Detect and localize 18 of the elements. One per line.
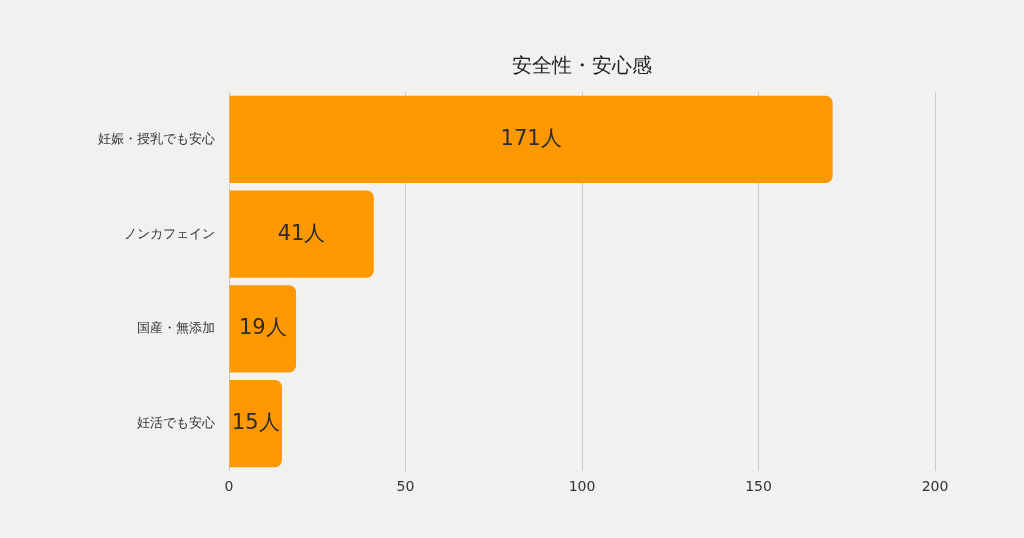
- data-label: 19人: [238, 315, 287, 340]
- bar: [229, 190, 374, 278]
- bar: [229, 95, 833, 183]
- x-tick-label: 200: [921, 478, 949, 495]
- y-tick-label: ノンカフェイン: [124, 225, 215, 241]
- data-label: 15人: [231, 410, 280, 435]
- x-tick-label: 50: [396, 478, 415, 495]
- bar: [229, 380, 282, 468]
- x-tick-label: 100: [568, 478, 596, 495]
- data-label: 171人: [500, 125, 562, 150]
- bar: [229, 285, 297, 373]
- chart-title: 安全性・安心感: [512, 53, 652, 78]
- x-tick-label: 150: [745, 478, 772, 495]
- y-tick-label: 妊活でも安心: [137, 415, 215, 430]
- data-label: 41人: [277, 220, 326, 245]
- y-tick-label: 妊娠・授乳でも安心: [98, 130, 215, 146]
- y-tick-label: 国産・無添加: [137, 320, 215, 336]
- x-tick-label: 0: [224, 478, 234, 495]
